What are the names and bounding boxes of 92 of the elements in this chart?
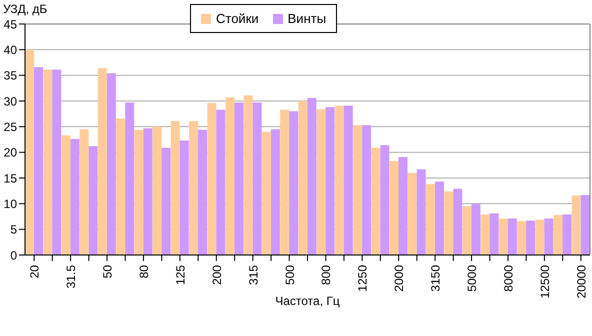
bar: [180, 140, 189, 255]
bar: [289, 111, 298, 255]
legend-label: Винты: [286, 11, 326, 26]
bar: [453, 188, 462, 255]
bar: [316, 109, 326, 255]
bar: [189, 121, 198, 255]
x-tick-label: 3150: [428, 264, 443, 292]
bar: [98, 68, 107, 255]
x-tick-label: 2000: [392, 264, 406, 292]
y-tick-label: 45: [4, 17, 18, 32]
bar: [562, 214, 572, 255]
bar: [252, 102, 262, 255]
bar: [380, 145, 390, 255]
bar: [344, 106, 353, 255]
bar: [198, 130, 208, 255]
y-tick-label: 10: [4, 196, 18, 211]
bar: [106, 73, 116, 255]
bar: [353, 125, 362, 255]
bar: [572, 195, 581, 255]
x-tick-label: 12500: [538, 264, 552, 298]
bar: [25, 50, 34, 255]
x-tick-label: 20000: [574, 264, 588, 298]
x-tick-label: 8000: [502, 264, 516, 292]
y-tick-label: 35: [4, 68, 18, 83]
bar: [52, 70, 62, 255]
bar: [143, 128, 152, 255]
y-tick-label: 25: [4, 120, 18, 134]
legend-label: Стойки: [215, 11, 259, 26]
bar: [362, 125, 372, 255]
bar: [88, 146, 98, 255]
x-tick-label: 200: [210, 264, 224, 286]
bar: [326, 107, 335, 255]
bar: [70, 138, 80, 255]
bar: [298, 101, 308, 255]
bar: [216, 110, 226, 255]
bar: [554, 214, 563, 255]
y-tick-label: 5: [10, 222, 18, 237]
bar: [471, 204, 480, 255]
bar: [544, 218, 554, 255]
bar: [508, 218, 517, 255]
bar: [152, 126, 162, 255]
bar: [170, 121, 180, 255]
bar: [490, 213, 499, 255]
bar: [480, 214, 490, 255]
x-tick-label: 1250: [356, 264, 370, 292]
y-tick-label: 30: [4, 94, 18, 108]
bar: [390, 161, 399, 255]
bar: [234, 102, 244, 255]
bar: [334, 106, 344, 255]
bar: [426, 184, 435, 255]
bar: [134, 130, 144, 255]
y-tick-label: 40: [4, 42, 18, 57]
bar: [444, 191, 454, 255]
bar: [371, 148, 380, 255]
bar: [225, 97, 234, 255]
bar: [307, 98, 316, 255]
bar: [162, 148, 171, 255]
x-tick-label: 50: [100, 264, 115, 278]
x-tick-label: 500: [282, 264, 297, 286]
y-tick-label: 0: [10, 248, 18, 262]
bar: [498, 218, 508, 255]
x-tick-label: 80: [136, 264, 151, 278]
y-tick-label: 20: [4, 146, 18, 160]
bar: [398, 156, 408, 255]
bar: [80, 129, 89, 255]
bar: [61, 135, 70, 255]
bar: [244, 95, 253, 255]
x-tick-label: 800: [319, 264, 334, 286]
bar: [270, 129, 280, 255]
y-tick-label: 15: [4, 171, 18, 186]
bar: [125, 102, 134, 255]
y-axis-title: УЗД, дБ: [3, 2, 48, 16]
bar: [462, 206, 472, 255]
bar: [116, 118, 126, 255]
bar: [34, 67, 43, 255]
bar: [580, 194, 590, 255]
bar: [408, 172, 417, 255]
x-tick-label: 20: [28, 264, 42, 278]
bar: [416, 169, 426, 255]
bar: [526, 220, 536, 255]
x-tick-label: 315: [246, 264, 260, 286]
x-tick-label: 5000: [465, 264, 480, 292]
x-axis-title: Частота, Гц: [275, 294, 340, 308]
bar: [434, 182, 444, 255]
bar: [43, 70, 52, 255]
bar: [207, 103, 216, 255]
x-tick-label: 125: [173, 264, 188, 286]
x-tick-label: 31.5: [64, 264, 78, 288]
bar: [517, 221, 526, 255]
bar: [535, 220, 544, 255]
bar: [262, 132, 271, 255]
bar: [280, 110, 290, 255]
